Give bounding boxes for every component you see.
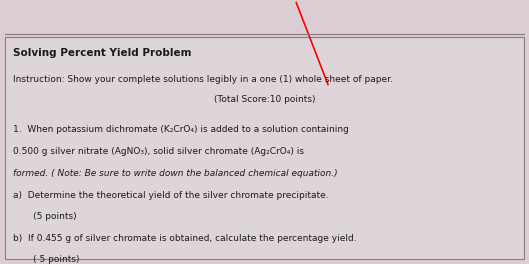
Text: Solving Percent Yield Problem: Solving Percent Yield Problem: [13, 48, 191, 58]
Text: ( 5 points): ( 5 points): [13, 255, 80, 264]
Text: (5 points): (5 points): [13, 212, 77, 221]
Text: b)  If 0.455 g of silver chromate is obtained, calculate the percentage yield.: b) If 0.455 g of silver chromate is obta…: [13, 234, 357, 243]
FancyBboxPatch shape: [5, 37, 524, 259]
Bar: [0, 0, 529, 32]
Text: a)  Determine the theoretical yield of the silver chromate precipitate.: a) Determine the theoretical yield of th…: [13, 191, 329, 200]
Text: 0.500 g silver nitrate (AgNO₃), solid silver chromate (Ag₂CrO₄) is: 0.500 g silver nitrate (AgNO₃), solid si…: [13, 147, 304, 156]
Text: Instruction: Show your complete solutions legibly in a one (1) whole sheet of pa: Instruction: Show your complete solution…: [13, 74, 393, 83]
Text: 1.  When potassium dichromate (K₂CrO₄) is added to a solution containing: 1. When potassium dichromate (K₂CrO₄) is…: [13, 125, 349, 134]
Text: formed. ( Note: Be sure to write down the balanced chemical equation.): formed. ( Note: Be sure to write down th…: [13, 169, 338, 178]
Text: (Total Score:10 points): (Total Score:10 points): [214, 95, 315, 104]
